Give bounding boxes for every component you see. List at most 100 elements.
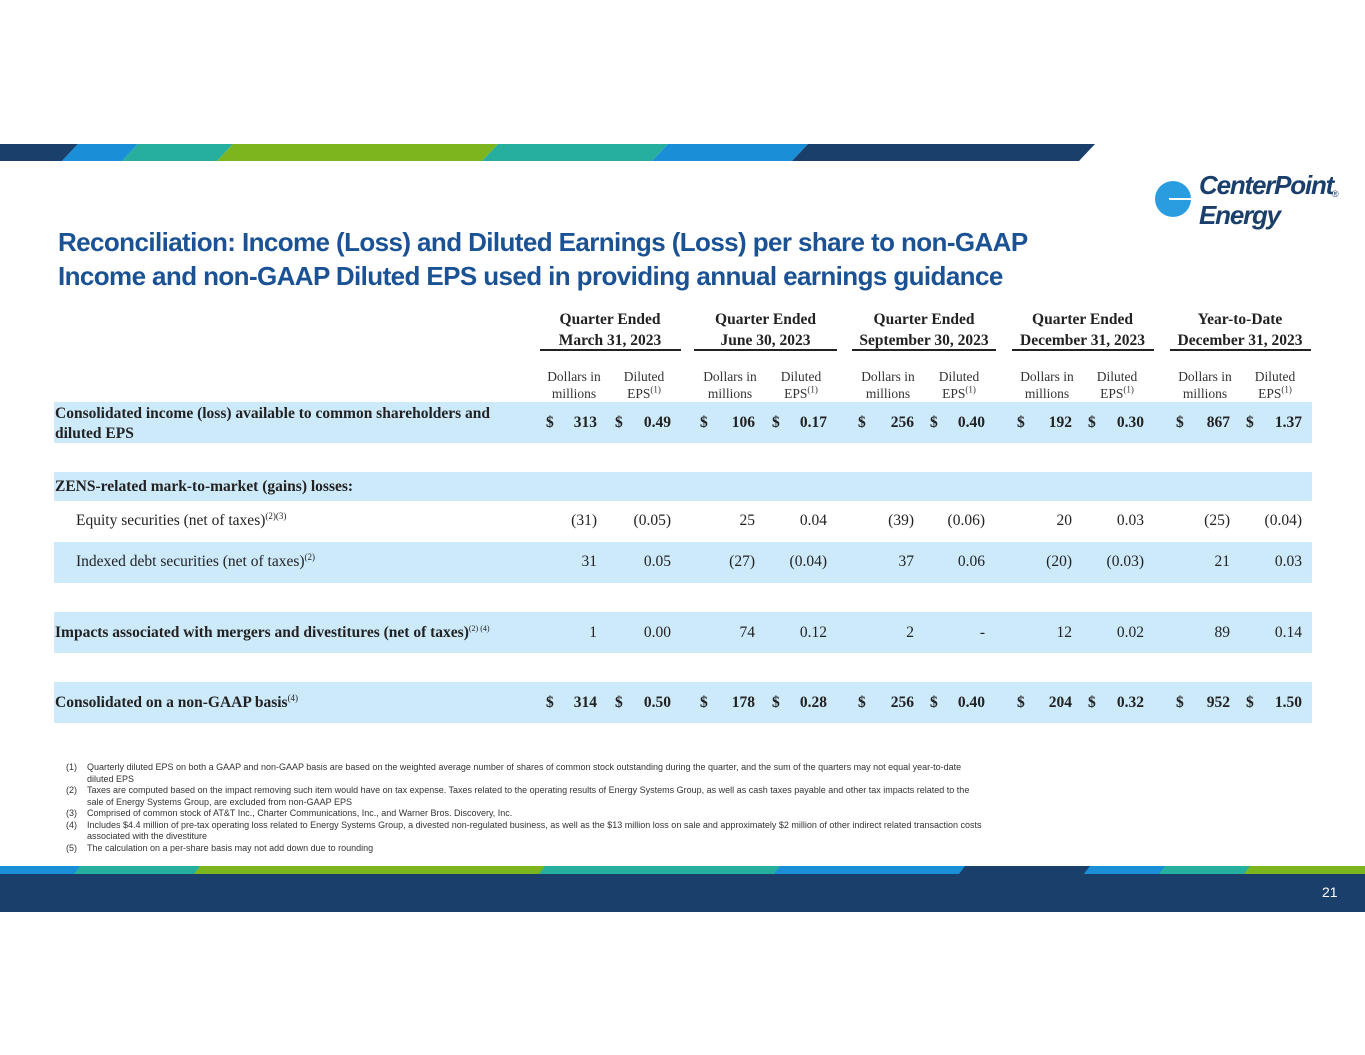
currency-symbol: $ (1017, 694, 1025, 711)
subheader-eps: Diluted EPS(1) (938, 369, 980, 401)
currency-symbol: $ (1246, 414, 1254, 431)
centerpoint-energy-logo: CenterPoint Energy ® (1154, 170, 1344, 238)
cell-value: (0.03) (1106, 553, 1144, 570)
subheader-eps: Diluted EPS(1) (623, 369, 665, 401)
row-label-equity: Equity securities (net of taxes)(2)(3) (76, 510, 287, 529)
currency-symbol: $ (1176, 694, 1184, 711)
currency-symbol: $ (930, 414, 938, 431)
currency-symbol: $ (1017, 414, 1025, 431)
row-label-consolidated: Consolidated income (loss) available to … (55, 405, 491, 442)
subheader-dollars: Dollars in millions (1178, 369, 1232, 401)
currency-symbol: $ (546, 694, 554, 711)
cell-value: 0.03 (1274, 553, 1302, 570)
cell-value: 31 (581, 553, 598, 570)
row-background-indexed (54, 542, 1312, 583)
currency-symbol: $ (1176, 414, 1184, 431)
cell-value: 0.40 (957, 694, 985, 711)
cell-value: 313 (573, 414, 597, 431)
page-title: Reconciliation: Income (Loss) and Dilute… (58, 225, 1158, 293)
row-label-indexed: Indexed debt securities (net of taxes)(2… (76, 551, 316, 570)
cell-value: 37 (898, 553, 915, 570)
cell-value: (31) (571, 512, 597, 529)
period-header-line2: December 31, 2023 (1177, 332, 1303, 349)
cell-value: 20 (1056, 512, 1073, 529)
cell-value: 0.32 (1116, 694, 1144, 711)
cell-value: 0.49 (643, 414, 671, 431)
period-header-line2: March 31, 2023 (558, 332, 662, 349)
cell-value: 89 (1214, 624, 1231, 641)
row-label-nongaap: Consolidated on a non-GAAP basis(4) (55, 692, 299, 711)
cell-value: (0.06) (947, 512, 985, 529)
row-label-mergers: Impacts associated with mergers and dive… (55, 623, 490, 641)
cell-value: 0.06 (957, 553, 985, 570)
currency-symbol: $ (700, 694, 708, 711)
cell-value: (20) (1046, 553, 1072, 570)
period-header-line2: September 30, 2023 (859, 332, 989, 349)
currency-symbol: $ (858, 414, 866, 431)
footnote-item: (4) Includes $4.4 million of pre-tax oper… (66, 819, 982, 842)
period-header-q1: Quarter Ended March 31, 2023 (540, 309, 680, 351)
period-header-q2: Quarter Ended June 30, 2023 (694, 309, 837, 351)
cell-value: (25) (1204, 512, 1230, 529)
period-header-q3: Quarter Ended September 30, 2023 (850, 309, 998, 351)
period-header-line1: Year-to-Date (1197, 311, 1283, 328)
page-number: 21 (1322, 884, 1338, 900)
footnote-item: (2) Taxes are computed based on the impac… (66, 785, 970, 807)
subheader-dollars: Dollars in millions (1020, 369, 1074, 401)
period-header-line2: June 30, 2023 (720, 332, 811, 349)
row-background-consolidated (54, 402, 1312, 443)
subheader-dollars: Dollars in millions (547, 369, 601, 401)
cell-value: 0.00 (643, 624, 671, 641)
cell-value: 21 (1214, 553, 1231, 570)
cell-value: 867 (1206, 414, 1230, 431)
period-header-line1: Quarter Ended (873, 311, 975, 328)
cell-value: 256 (890, 694, 914, 711)
cell-value: 0.40 (957, 414, 985, 431)
subheader-dollars: Dollars in millions (861, 369, 915, 401)
cell-value: 0.30 (1116, 414, 1144, 431)
footnote-item: (1) Quarterly diluted EPS on both a GAAP … (66, 762, 962, 784)
cell-value: 0.50 (643, 694, 671, 711)
logo-line-icon (1169, 198, 1201, 200)
cell-value: 74 (739, 624, 756, 641)
cell-value: (0.05) (633, 512, 671, 529)
subheader-eps: Diluted EPS(1) (1254, 369, 1296, 401)
cell-value: 25 (739, 512, 756, 529)
row-background-nongaap (54, 682, 1312, 723)
period-header-line2: December 31, 2023 (1020, 332, 1145, 349)
cell-value: 204 (1048, 694, 1072, 711)
title-line2: Income and non-GAAP Diluted EPS used in … (58, 261, 1003, 291)
cell-value: 256 (890, 414, 914, 431)
footnote-item: (3) Comprised of common stock of AT&T Inc… (66, 808, 513, 818)
header-underline (1170, 349, 1311, 351)
row-label-zens: ZENS-related mark-to-market (gains) loss… (55, 478, 354, 495)
currency-symbol: $ (772, 694, 780, 711)
title-line1: Reconciliation: Income (Loss) and Dilute… (58, 227, 1028, 257)
cell-value: 1 (589, 624, 597, 641)
currency-symbol: $ (1246, 694, 1254, 711)
cell-value: 0.17 (799, 414, 827, 431)
cell-value: 0.04 (799, 512, 827, 529)
header-underline (852, 349, 996, 351)
cell-value: 106 (731, 414, 755, 431)
period-header-line1: Quarter Ended (559, 311, 661, 328)
subheader-eps: Diluted EPS(1) (1096, 369, 1138, 401)
bottom-decorative-band (0, 866, 1365, 912)
header-underline (694, 349, 837, 351)
cell-value: (0.04) (789, 553, 827, 570)
currency-symbol: $ (615, 694, 623, 711)
cell-value: 0.12 (799, 624, 827, 641)
top-decorative-band (0, 144, 1095, 161)
cell-value: 0.03 (1116, 512, 1144, 529)
footnotes: (1) Quarterly diluted EPS on both a GAAP … (66, 762, 986, 854)
period-header-ytd: Year-to-Date December 31, 2023 (1168, 309, 1312, 351)
logo-wordmark: CenterPoint Energy (1199, 170, 1334, 230)
currency-symbol: $ (772, 414, 780, 431)
footnote-item: (5) The calculation on a per-share basis … (66, 842, 374, 853)
subheader-dollars: Dollars in millions (703, 369, 757, 401)
header-underline (1012, 349, 1154, 351)
cell-value: 0.05 (643, 553, 671, 570)
cell-value: 0.02 (1116, 624, 1144, 641)
cell-value: 12 (1056, 624, 1073, 641)
cell-value: 192 (1048, 414, 1072, 431)
